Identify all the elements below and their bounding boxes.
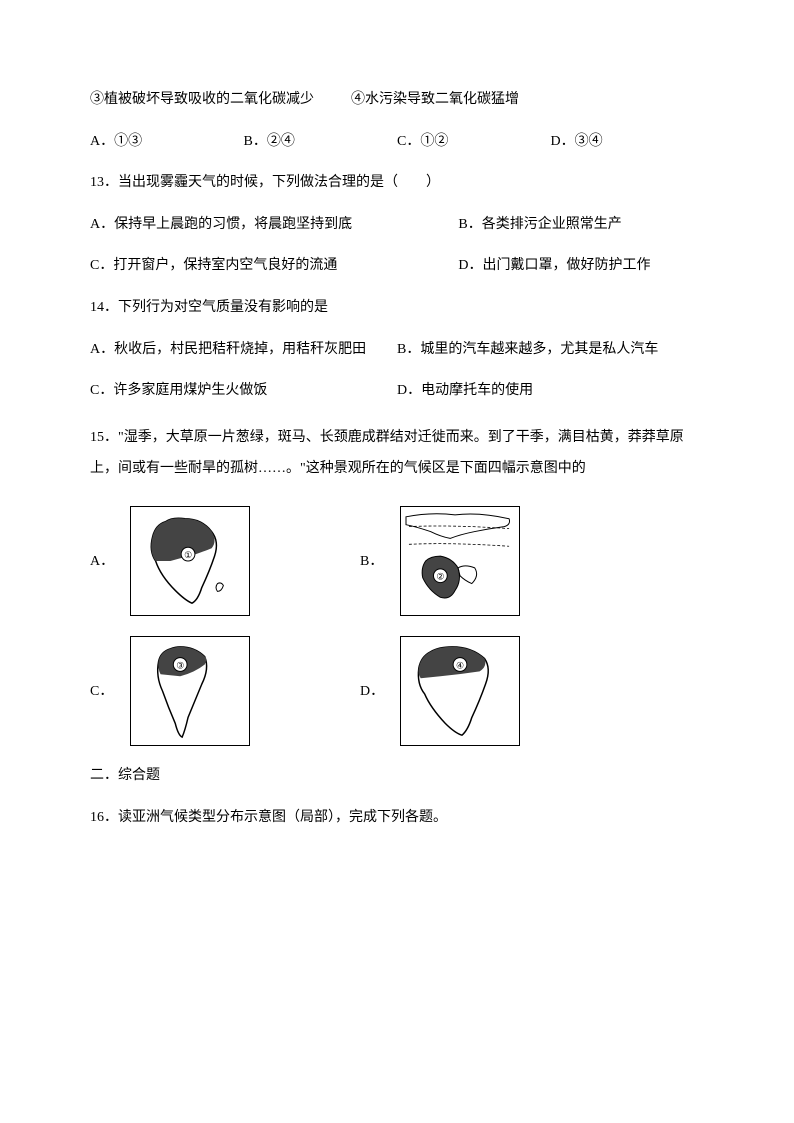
q16-stem: 16．读亚洲气候类型分布示意图（局部），完成下列各题。 xyxy=(90,808,704,828)
q15-map-a: ① xyxy=(130,506,250,616)
q15-map-d: ④ xyxy=(400,636,520,746)
q13-row1: A．保持早上晨跑的习惯，将晨跑坚持到底 B．各类排污企业照常生产 xyxy=(90,215,704,235)
q12-opt-c: C．①② xyxy=(397,132,551,152)
marker-1: ① xyxy=(184,550,192,560)
intro-item3: ③植被破坏导致吸收的二氧化碳减少 xyxy=(90,92,314,107)
africa-map-icon: ① xyxy=(131,507,249,615)
asia-map-icon: ② xyxy=(401,507,519,615)
q15-row-ab: A． ① B． ② xyxy=(90,506,704,616)
q15-map-b: ② xyxy=(400,506,520,616)
q15-label-b: B． xyxy=(360,552,400,572)
q13-opt-d: D．出门戴口罩，做好防护工作 xyxy=(458,256,704,276)
q13-opt-b: B．各类排污企业照常生产 xyxy=(458,215,704,235)
q12-options: A．①③ B．②④ C．①② D．③④ xyxy=(90,132,704,152)
marker-3: ③ xyxy=(176,661,184,671)
q14-opt-c: C．许多家庭用煤炉生火做饭 xyxy=(90,381,397,401)
q15-label-d: D． xyxy=(360,682,400,702)
q13-stem: 13．当出现雾霾天气的时候，下列做法合理的是（ ） xyxy=(90,173,704,193)
section-2-title: 二．综合题 xyxy=(90,766,704,786)
q12-opt-b: B．②④ xyxy=(244,132,398,152)
q14-opt-d: D．电动摩托车的使用 xyxy=(397,381,704,401)
q15-map-c: ③ xyxy=(130,636,250,746)
q15-label-c: C． xyxy=(90,682,130,702)
q14-stem: 14．下列行为对空气质量没有影响的是 xyxy=(90,298,704,318)
africa-north-map-icon: ④ xyxy=(401,637,519,745)
q15-label-a: A． xyxy=(90,552,130,572)
q13-opt-c: C．打开窗户，保持室内空气良好的流通 xyxy=(90,256,458,276)
q14-opt-b: B．城里的汽车越来越多，尤其是私人汽车 xyxy=(397,340,704,360)
q14-opt-a: A．秋收后，村民把秸秆烧掉，用秸秆灰肥田 xyxy=(90,340,397,360)
q13-opt-a: A．保持早上晨跑的习惯，将晨跑坚持到底 xyxy=(90,215,458,235)
q14-row2: C．许多家庭用煤炉生火做饭 D．电动摩托车的使用 xyxy=(90,381,704,401)
q12-opt-d: D．③④ xyxy=(551,132,705,152)
marker-2: ② xyxy=(436,572,444,582)
q12-opt-a: A．①③ xyxy=(90,132,244,152)
intro-line-34: ③植被破坏导致吸收的二氧化碳减少 ④水污染导致二氧化碳猛增 xyxy=(90,90,704,110)
q13-row2: C．打开窗户，保持室内空气良好的流通 D．出门戴口罩，做好防护工作 xyxy=(90,256,704,276)
q14-row1: A．秋收后，村民把秸秆烧掉，用秸秆灰肥田 B．城里的汽车越来越多，尤其是私人汽车 xyxy=(90,340,704,360)
marker-4: ④ xyxy=(456,661,464,671)
q15-row-cd: C． ③ D． ④ xyxy=(90,636,704,746)
q15-stem: 15．"湿季，大草原一片葱绿，斑马、长颈鹿成群结对迁徙而来。到了干季，满目枯黄，… xyxy=(90,423,704,485)
south-america-map-icon: ③ xyxy=(131,637,249,745)
intro-item4: ④水污染导致二氧化碳猛增 xyxy=(351,92,519,107)
